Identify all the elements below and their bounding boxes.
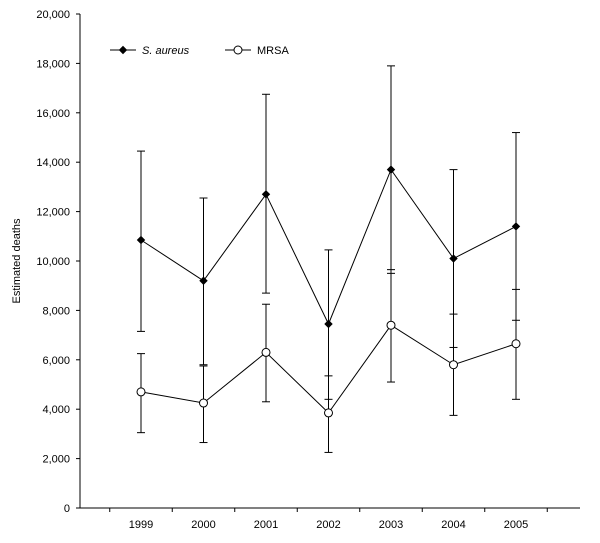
x-tick-label: 1999 xyxy=(129,519,153,531)
data-point xyxy=(261,347,271,357)
data-point xyxy=(324,408,333,418)
data-point xyxy=(449,254,458,263)
data-point xyxy=(199,276,208,285)
data-point xyxy=(511,222,521,231)
y-axis-title: Estimated deaths xyxy=(11,218,23,303)
data-point xyxy=(261,190,271,199)
data-point xyxy=(324,319,333,329)
legend-marker xyxy=(118,45,128,55)
legend: S. aureus MRSA xyxy=(110,45,289,57)
x-ticks: 1999 2000 2001 2002 2003 2004 2005 xyxy=(109,508,548,531)
axes xyxy=(79,14,580,509)
legend-item: S. aureus xyxy=(110,45,190,57)
y-tick-label: 6,000 xyxy=(42,355,70,367)
y-tick-label: 2,000 xyxy=(42,454,70,466)
x-tick-label: 2001 xyxy=(254,519,278,531)
y-tick-label: 18,000 xyxy=(36,58,70,70)
y-tick-label: 12,000 xyxy=(36,207,70,219)
y-tick-label: 10,000 xyxy=(36,256,70,268)
legend-item: MRSA xyxy=(225,45,289,57)
data-point xyxy=(449,360,458,370)
legend-marker xyxy=(233,45,243,55)
y-tick-label: 0 xyxy=(64,503,70,515)
x-tick-label: 2003 xyxy=(379,519,403,531)
data-point xyxy=(136,387,146,397)
x-tick-label: 2002 xyxy=(316,519,340,531)
x-tick-label: 2000 xyxy=(191,519,215,531)
data-point xyxy=(386,165,396,174)
data-point xyxy=(386,320,396,330)
data-point xyxy=(199,398,208,408)
legend-label: S. aureus xyxy=(142,45,190,57)
x-tick-label: 2005 xyxy=(504,519,528,531)
y-tick-label: 20,000 xyxy=(36,9,70,21)
legend-label: MRSA xyxy=(257,45,289,57)
y-tick-label: 16,000 xyxy=(36,108,70,120)
series-s-aureus xyxy=(136,65,521,400)
y-ticks: 0 2,000 4,000 6,000 8,000 10,000 12,000 14,000 1… xyxy=(36,9,80,515)
y-tick-label: 4,000 xyxy=(42,404,70,416)
x-tick-label: 2004 xyxy=(441,519,465,531)
series-layer xyxy=(136,65,521,453)
y-tick-label: 14,000 xyxy=(36,157,70,169)
data-point xyxy=(511,339,521,349)
y-tick-label: 8,000 xyxy=(42,305,70,317)
data-point xyxy=(136,235,146,245)
series-mrsa xyxy=(136,269,521,453)
